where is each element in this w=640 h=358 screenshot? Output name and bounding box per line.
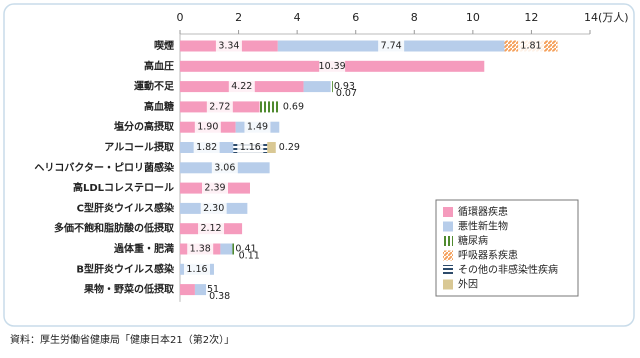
- category-label: 多価不飽和脂肪酸の低摂取: [54, 222, 175, 235]
- category-label: 果物・野菜の低摂取: [83, 283, 175, 296]
- value-label: 1.38: [190, 244, 211, 255]
- category-label: 高血圧: [144, 59, 174, 72]
- value-label: 0.11: [239, 251, 260, 262]
- category-label: 高LDLコレステロール: [73, 181, 174, 194]
- x-tick-label: 12: [524, 11, 538, 24]
- value-label: 0.51: [198, 284, 219, 295]
- legend-label: 悪性新生物: [458, 220, 508, 233]
- value-label: 10.39: [319, 61, 346, 72]
- value-label: 0.29: [279, 142, 300, 153]
- legend-label: 外因: [458, 279, 478, 291]
- x-tick-label: 4: [294, 11, 301, 24]
- bar-segment: [330, 81, 333, 93]
- value-label: 2.39: [204, 183, 225, 194]
- value-label: 0.41: [235, 244, 256, 255]
- x-tick-label: 10: [466, 11, 480, 24]
- bar-segment: [267, 142, 276, 153]
- x-tick-label: 8: [411, 11, 418, 24]
- source-note: 資料：厚生労働省健康局「健康日本21（第2次）」: [10, 333, 234, 346]
- value-label: 0.38: [209, 291, 230, 302]
- x-tick-label: 6: [352, 11, 359, 24]
- value-label: 1.90: [197, 122, 218, 133]
- value-label: 1.16: [240, 142, 261, 153]
- value-label: 2.72: [209, 101, 230, 112]
- frame: [3, 3, 635, 327]
- category-label: 喫煙: [154, 39, 174, 52]
- value-label: 1.49: [247, 122, 268, 133]
- bar-segment: [303, 81, 331, 93]
- legend-swatch: [443, 207, 453, 217]
- legend-swatch: [443, 265, 453, 275]
- value-label: 1.81: [520, 41, 541, 52]
- legend-label: 糖尿病: [458, 234, 488, 247]
- legend-label: その他の非感染性疾病: [458, 263, 558, 276]
- value-label: 7.74: [381, 41, 402, 52]
- category-label: 過体重・肥満: [113, 242, 174, 255]
- category-label: 運動不足: [134, 80, 175, 93]
- value-label: 0.93: [334, 81, 355, 92]
- value-label: 0.69: [283, 101, 304, 112]
- legend-swatch: [443, 221, 453, 232]
- value-label: 4.22: [231, 81, 252, 92]
- category-label: 塩分の高摂取: [114, 120, 175, 133]
- category-label: アルコール摂取: [104, 141, 175, 154]
- value-label: 0.07: [336, 88, 357, 99]
- bar-segment: [194, 284, 207, 296]
- legend-label: 呼吸器系疾患: [458, 249, 518, 262]
- category-label: B型肝炎ウイルス感染: [76, 262, 175, 275]
- category-label: ヘリコバクター・ピロリ菌感染: [34, 161, 175, 174]
- x-tick-label: 2: [235, 11, 242, 24]
- value-label: 3.06: [214, 162, 235, 173]
- x-tick-label: 0: [177, 11, 184, 24]
- legend-swatch: [443, 236, 453, 246]
- value-label: 2.30: [203, 203, 224, 214]
- legend-swatch: [443, 279, 453, 290]
- bar-segment: [259, 101, 280, 113]
- value-label: 1.16: [186, 264, 207, 275]
- bar-segment: [180, 284, 195, 296]
- category-label: C型肝炎ウイルス感染: [77, 201, 175, 214]
- x-tick-label: 14(万人): [584, 11, 629, 24]
- value-label: 1.82: [196, 142, 217, 153]
- bar-segment: [220, 243, 233, 255]
- legend-box: [435, 199, 579, 297]
- value-label: 3.34: [218, 41, 239, 52]
- bar-segment: [232, 243, 236, 255]
- value-label: 2.12: [200, 223, 221, 234]
- category-label: 高血糖: [144, 100, 174, 113]
- legend-swatch: [443, 250, 453, 261]
- legend-label: 循環器疾患: [458, 205, 508, 218]
